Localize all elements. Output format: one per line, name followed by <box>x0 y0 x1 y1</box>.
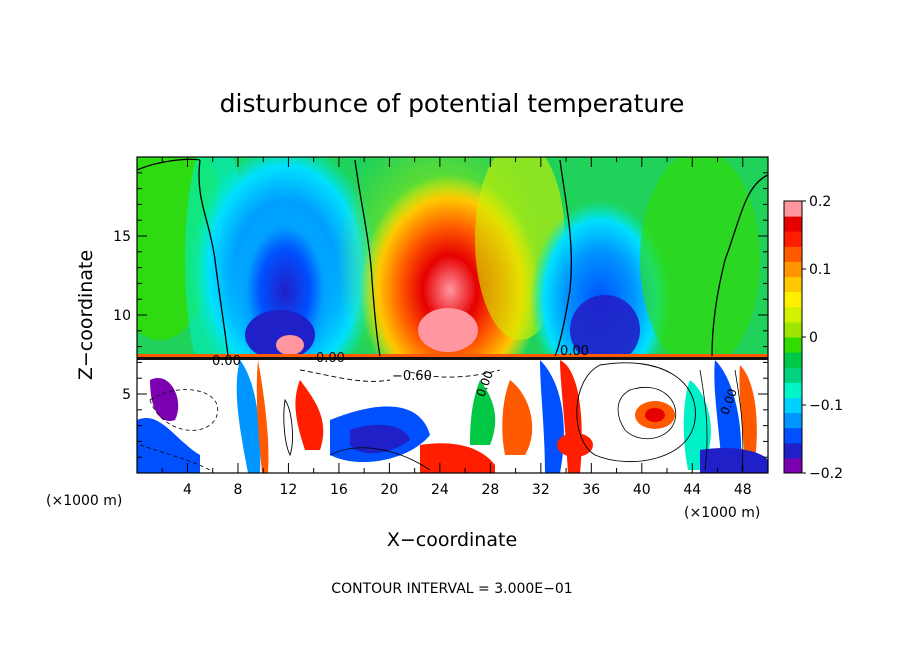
x-tick-label: 36 <box>582 482 600 498</box>
colorbar-segment <box>784 397 802 414</box>
colorbar-segment <box>784 231 802 247</box>
x-tick-label: 12 <box>280 482 298 498</box>
colorbar-tick-label: 0.2 <box>809 194 831 210</box>
x-tick-label: 40 <box>633 482 651 498</box>
contour-label: 0.00 <box>316 351 345 366</box>
colorbar-segment <box>784 321 802 338</box>
x-tick-label: 24 <box>431 482 449 498</box>
colorbar-tick-label: −0.2 <box>809 466 843 482</box>
colorbar-segment <box>784 306 802 323</box>
x-tick-label: 28 <box>481 482 499 498</box>
x-axis-title: X−coordinate <box>387 529 517 551</box>
colorbar <box>784 201 802 474</box>
contour-label: 0.00 <box>560 344 589 359</box>
x-tick-label: 4 <box>183 482 192 498</box>
y-axis: 5 10 15 <box>113 172 768 458</box>
colorbar-ticks: 0.2 0.1 0 −0.1 −0.2 <box>802 194 843 482</box>
y-tick-label: 5 <box>122 387 131 403</box>
colorbar-tick-label: 0 <box>809 330 818 346</box>
colorbar-segment <box>784 382 802 398</box>
colorbar-segment <box>784 261 802 278</box>
x-tick-label: 16 <box>330 482 348 498</box>
x-tick-label: 8 <box>233 482 242 498</box>
x-tick-label: 32 <box>532 482 550 498</box>
y-axis-title: Z−coordinate <box>75 250 97 380</box>
y-tick-label: 15 <box>113 229 131 245</box>
x-tick-label: 20 <box>380 482 398 498</box>
colorbar-segment <box>784 246 802 262</box>
x-unit-label-right: (×1000 m) <box>684 505 760 521</box>
colorbar-segment <box>784 367 802 383</box>
colorbar-segment <box>784 457 802 474</box>
colorbar-segment <box>784 412 802 429</box>
contour-label: −0.60 <box>392 369 432 384</box>
colorbar-segment <box>784 201 802 217</box>
colorbar-segment <box>784 352 802 368</box>
x-tick-label: 44 <box>683 482 701 498</box>
contour-interval-note: CONTOUR INTERVAL = 3.000E−01 <box>331 581 572 597</box>
colorbar-segment <box>784 442 802 459</box>
contour-label: 0.00 <box>212 354 241 369</box>
colorbar-segment <box>784 291 802 308</box>
y-tick-label: 10 <box>113 308 131 324</box>
colorbar-tick-label: 0.1 <box>809 262 831 278</box>
colorbar-segment <box>784 276 802 293</box>
x-tick-label: 48 <box>734 482 752 498</box>
colorbar-segment <box>784 427 802 444</box>
chart-title: disturbunce of potential temperature <box>220 89 685 118</box>
colorbar-segment <box>784 337 802 353</box>
colorbar-segment <box>784 216 802 232</box>
x-axis: 4 8 12 16 20 24 28 32 36 40 44 48 <box>161 157 752 498</box>
colorbar-tick-label: −0.1 <box>809 398 843 414</box>
field-plot <box>137 157 768 473</box>
x-unit-label-left: (×1000 m) <box>46 493 122 509</box>
